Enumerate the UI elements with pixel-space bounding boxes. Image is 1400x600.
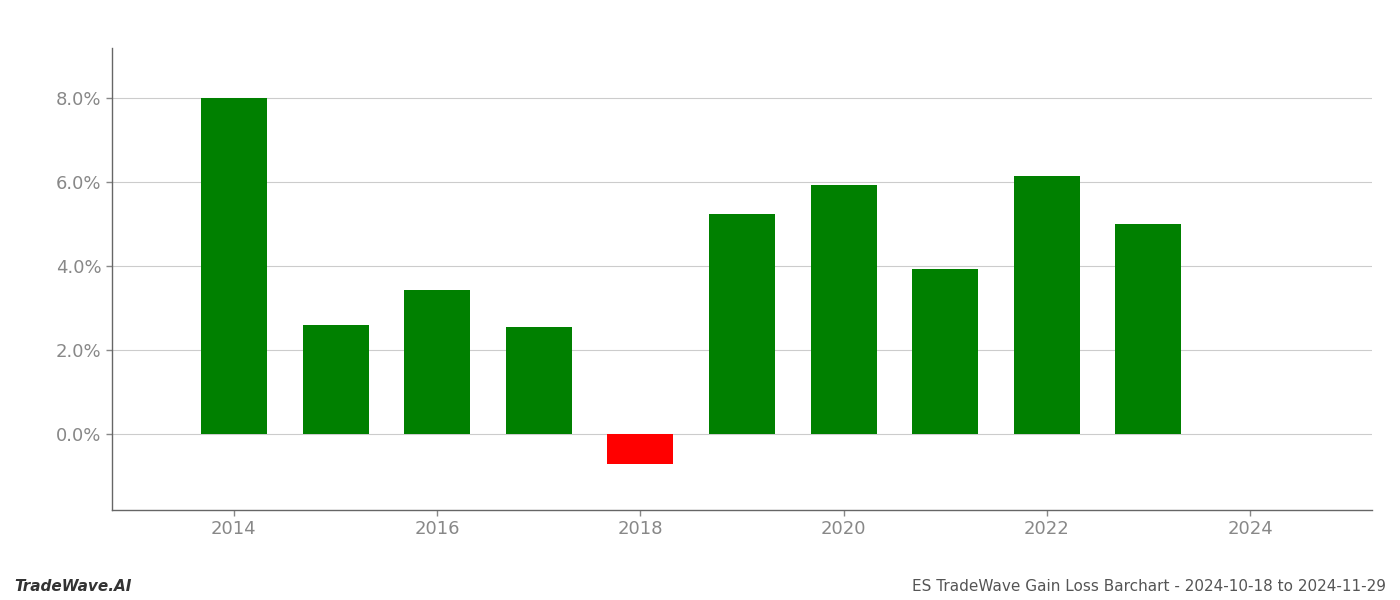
Bar: [505, 327, 571, 434]
Bar: [913, 269, 979, 434]
Bar: [608, 434, 673, 464]
Bar: [405, 289, 470, 434]
Bar: [1014, 176, 1079, 434]
Bar: [811, 185, 876, 434]
Bar: [708, 214, 776, 434]
Bar: [202, 98, 267, 434]
Text: TradeWave.AI: TradeWave.AI: [14, 579, 132, 594]
Bar: [302, 325, 368, 434]
Bar: [1116, 224, 1182, 434]
Text: ES TradeWave Gain Loss Barchart - 2024-10-18 to 2024-11-29: ES TradeWave Gain Loss Barchart - 2024-1…: [911, 579, 1386, 594]
